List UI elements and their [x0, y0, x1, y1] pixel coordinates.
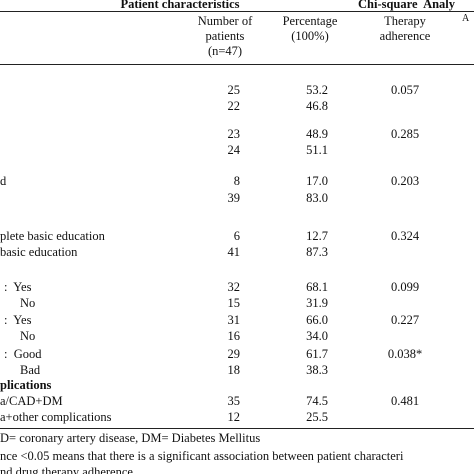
cell-percentage: 17.0 — [306, 174, 328, 188]
cell-number: 8 — [233, 174, 240, 188]
cell-number: 29 — [227, 347, 241, 361]
row-label: basic education — [0, 245, 78, 259]
row-label: d — [0, 174, 7, 188]
cell-percentage: 68.1 — [306, 280, 328, 294]
row-label: : Yes — [4, 280, 32, 294]
cell-percentage: 51.1 — [306, 143, 328, 157]
cell-percentage: 38.3 — [306, 363, 328, 377]
cell-number: 18 — [227, 363, 241, 377]
cell-percentage: 74.5 — [306, 394, 328, 408]
header-title: Patient characteristics — [120, 0, 240, 11]
row-label: a/CAD+DM — [0, 394, 63, 408]
cell-p-value: 0.481 — [390, 394, 420, 408]
cell-percentage: 53.2 — [306, 83, 328, 97]
cell-p-value: 0.057 — [390, 83, 420, 97]
cell-p-value: 0.203 — [390, 174, 420, 188]
cell-number: 16 — [227, 329, 241, 343]
column-header: A — [462, 13, 470, 24]
column-header: Percentage (100%) — [282, 14, 338, 43]
cell-number: 6 — [233, 229, 240, 243]
row-label: No — [20, 296, 36, 310]
cell-percentage: 12.7 — [306, 229, 328, 243]
row-label: Bad — [20, 363, 41, 377]
cell-percentage: 25.5 — [306, 410, 328, 424]
cell-number: 24 — [227, 143, 241, 157]
cell-number: 15 — [227, 296, 241, 310]
cell-percentage: 34.0 — [306, 329, 328, 343]
footnote: nce <0.05 means that there is a signific… — [0, 449, 404, 463]
cell-number: 32 — [227, 280, 241, 294]
row-label: a+other complications — [0, 410, 112, 424]
cell-p-value: 0.038* — [387, 347, 423, 361]
footnote: nd drug therapy adherence — [0, 465, 133, 474]
row-label: No — [20, 329, 36, 343]
cell-percentage: 48.9 — [306, 127, 328, 141]
cell-percentage: 83.0 — [306, 191, 328, 205]
cell-percentage: 66.0 — [306, 313, 328, 327]
cell-p-value: 0.227 — [390, 313, 420, 327]
cell-number: 31 — [227, 313, 241, 327]
row-label: : Good — [4, 347, 42, 361]
cell-number: 22 — [227, 99, 241, 113]
group-label: plications — [0, 378, 52, 392]
cell-p-value: 0.099 — [390, 280, 420, 294]
column-header: Therapy adherence — [379, 14, 431, 43]
row-label: plete basic education — [0, 229, 105, 243]
rule — [0, 11, 474, 12]
cell-number: 39 — [227, 191, 241, 205]
cell-number: 23 — [227, 127, 241, 141]
cell-p-value: 0.324 — [390, 229, 420, 243]
cell-number: 25 — [227, 83, 241, 97]
cell-percentage: 31.9 — [306, 296, 328, 310]
cell-percentage: 46.8 — [306, 99, 328, 113]
row-label: : Yes — [4, 313, 32, 327]
header-analysis: Chi-square Analy — [358, 0, 456, 11]
cell-number: 35 — [227, 394, 241, 408]
cell-percentage: 87.3 — [306, 245, 328, 259]
footnote: D= coronary artery disease, DM= Diabetes… — [0, 431, 261, 445]
rule — [0, 428, 474, 429]
cell-number: 12 — [227, 410, 241, 424]
rule — [0, 64, 474, 65]
cell-percentage: 61.7 — [306, 347, 328, 361]
column-header: Number of patients (n=47) — [197, 14, 253, 58]
cell-number: 41 — [227, 245, 241, 259]
cell-p-value: 0.285 — [390, 127, 420, 141]
